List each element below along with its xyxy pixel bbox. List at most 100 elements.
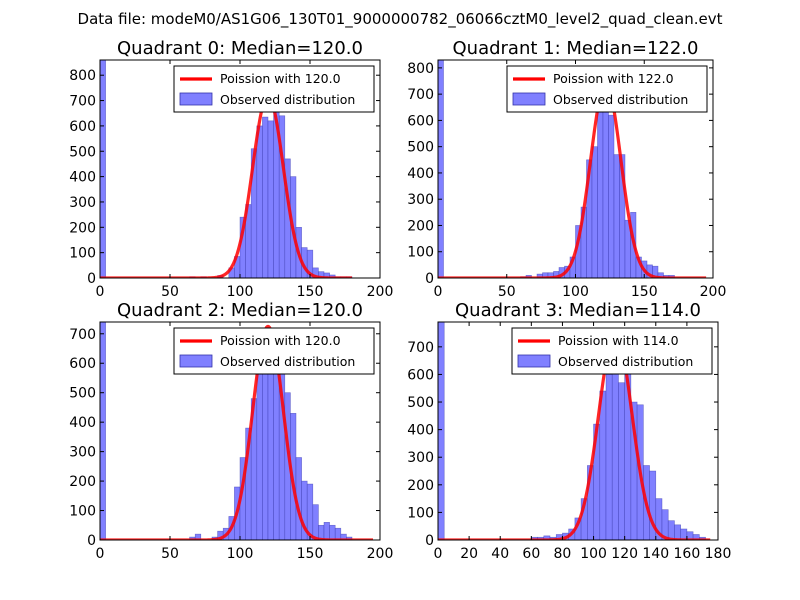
q1-ytick-label-8: 800	[407, 61, 434, 77]
q0-bar-9	[256, 125, 263, 278]
q3-xtick-label-4: 80	[554, 546, 572, 562]
q1-bar-24	[652, 265, 659, 278]
q3-bar-14	[611, 352, 619, 540]
q2-ytick-label-4: 400	[69, 415, 96, 431]
q2-bar-11	[256, 368, 263, 540]
q0-legend-bar-swatch	[179, 92, 213, 106]
q1-bar-14	[597, 109, 604, 278]
q2-ytick-label-7: 700	[69, 327, 96, 343]
q1-xtick-label-0: 0	[434, 284, 443, 300]
q3-ytick-label-4: 400	[407, 423, 434, 439]
q3-panel: 0 20 40 60 80 100 120 140 160 1800100200300400500…	[407, 300, 731, 562]
q3-xtick-label-3: 60	[522, 546, 540, 562]
q3-xtick-label-8: 160	[674, 546, 701, 562]
q1-xtick-label-1: 50	[498, 284, 516, 300]
q1-xtick-label-2: 100	[562, 284, 589, 300]
q2-bar-13	[267, 362, 274, 540]
q1-bar-13	[591, 146, 598, 278]
q0-xtick-label-0: 0	[96, 284, 105, 300]
q0-xtick-label-4: 200	[367, 284, 394, 300]
q0-ytick-label-6: 600	[69, 119, 96, 135]
q3-xtick-label-5: 100	[580, 546, 607, 562]
q0-panel: 0 50 100 150 200 0 100 200 300 400 500 600 700 800 Qua…	[69, 38, 393, 300]
q1-bar-0	[438, 60, 444, 278]
q2-bar-24	[329, 524, 336, 540]
q2-title: Quadrant 2: Median=120.0	[117, 300, 363, 321]
q2-bar-21	[312, 504, 319, 540]
q3-xtick-label-9: 180	[705, 546, 732, 562]
q0-xtick-label-2: 100	[227, 284, 254, 300]
q3-bar-13	[605, 374, 613, 540]
q3-bar-12	[599, 390, 607, 540]
q0-ytick-label-1: 100	[69, 246, 96, 262]
q2-ytick-label-2: 200	[69, 474, 96, 490]
q1-ytick-label-2: 200	[407, 218, 434, 234]
q0-bar-10	[262, 116, 269, 278]
q3-bar-23	[667, 520, 675, 540]
q2-legend-label-observed: Observed distribution	[220, 354, 355, 369]
q0-poisson-line	[100, 93, 352, 278]
q0-ytick-label-4: 400	[69, 170, 96, 186]
q2-bar-23	[323, 522, 330, 540]
q3-xtick-label-6: 120	[611, 546, 638, 562]
q1-legend-label-observed: Observed distribution	[553, 92, 688, 107]
q2-bar-12	[262, 368, 269, 540]
q2-xtick-label-2: 100	[227, 546, 254, 562]
q2-bar-0	[100, 322, 106, 540]
q0-bar-0	[100, 60, 106, 278]
q2-xtick-label-0: 0	[96, 546, 105, 562]
q3-xtick-label-7: 140	[642, 546, 669, 562]
q2-ytick-label-3: 300	[69, 445, 96, 461]
q2-bar-25	[334, 527, 342, 540]
q2-xtick-label-4: 200	[367, 546, 394, 562]
q0-bar-11	[267, 120, 274, 278]
q3-ytick-label-7: 700	[407, 340, 434, 356]
q1-ytick-label-3: 300	[407, 192, 434, 208]
q3-poisson-line	[438, 329, 711, 540]
q1-title: Quadrant 1: Median=122.0	[453, 38, 699, 59]
q2-ytick-label-1: 100	[69, 504, 96, 520]
q3-bar-0	[438, 322, 445, 540]
q0-legend-label-observed: Observed distribution	[220, 92, 355, 107]
q1-bar-18	[619, 154, 626, 278]
q0-ytick-label-2: 200	[69, 220, 96, 236]
figure-suptitle: Data file: modeM0/AS1G06_130T01_90000007…	[78, 10, 723, 29]
q0-ytick-label-7: 700	[69, 94, 96, 110]
q0-title: Quadrant 0: Median=120.0	[117, 38, 363, 59]
q1-legend-bar-swatch	[512, 92, 546, 106]
q3-xtick-label-2: 40	[491, 546, 509, 562]
q0-xtick-label-3: 150	[297, 284, 324, 300]
q1-ytick-label-6: 600	[407, 113, 434, 129]
q1-ytick-label-4: 400	[407, 166, 434, 182]
q2-bar-14	[273, 371, 280, 540]
q3-xtick-label-1: 20	[460, 546, 478, 562]
q1-xtick-label-3: 150	[631, 284, 658, 300]
q3-ytick-label-3: 300	[407, 450, 434, 466]
q2-ytick-label-6: 600	[69, 356, 96, 372]
q2-ytick-label-5: 500	[69, 386, 96, 402]
q1-ytick-label-7: 700	[407, 87, 434, 103]
q0-ytick-label-5: 500	[69, 144, 96, 160]
q2-xtick-label-3: 150	[297, 546, 324, 562]
q0-legend-label-poisson: Poission with 120.0	[220, 71, 341, 86]
q3-bar-24	[674, 524, 681, 540]
q1-xtick-label-4: 200	[700, 284, 727, 300]
q2-panel: 0 50 100 150 200 0 100 200 300 400 500 600 700 Quadra…	[69, 300, 393, 562]
q3-ytick-label-1: 100	[407, 505, 434, 521]
q1-legend-label-poisson: Poission with 122.0	[553, 71, 674, 86]
q2-legend-label-poisson: Poission with 120.0	[220, 333, 341, 348]
q1-bar-15	[602, 88, 609, 278]
q2-xtick-label-1: 50	[161, 546, 179, 562]
q3-legend-label-poisson: Poission with 114.0	[558, 333, 679, 348]
q3-ytick-label-6: 600	[407, 367, 434, 383]
q3-ytick-label-2: 200	[407, 478, 434, 494]
q3-ytick-label-0: 0	[425, 533, 434, 549]
q0-xtick-label-1: 50	[161, 284, 179, 300]
q1-bar-17	[613, 154, 620, 278]
q3-legend-bar-swatch	[517, 354, 551, 368]
q3-legend-label-observed: Observed distribution	[558, 354, 693, 369]
q0-ytick-label-0: 0	[87, 271, 96, 287]
q1-ytick-label-1: 100	[407, 245, 434, 261]
q0-ytick-label-8: 800	[69, 68, 96, 84]
